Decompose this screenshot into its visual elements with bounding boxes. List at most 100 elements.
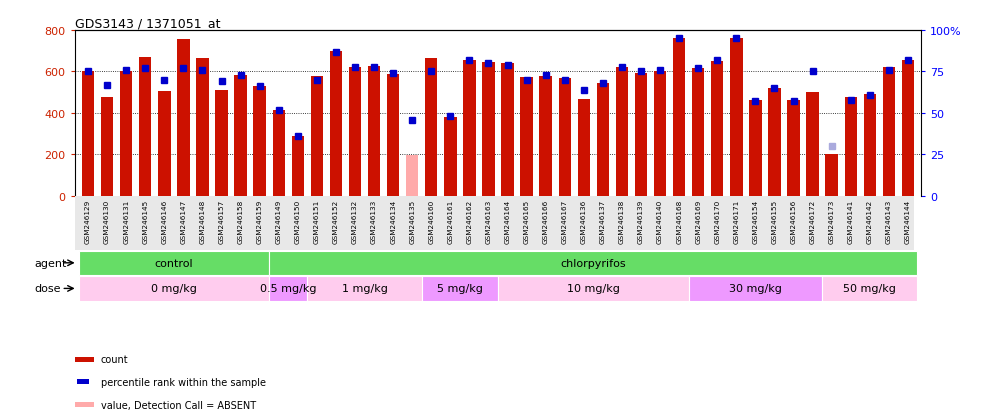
Bar [901,61,914,196]
Bar [196,59,208,196]
Text: GSM246169: GSM246169 [695,199,701,243]
Text: 5 mg/kg: 5 mg/kg [437,284,483,294]
Bar [234,76,247,196]
Bar [158,92,170,196]
Text: GSM246134: GSM246134 [390,199,396,243]
Text: GSM246148: GSM246148 [199,199,205,243]
Text: GSM246141: GSM246141 [848,199,854,243]
Text: 30 mg/kg: 30 mg/kg [729,284,782,294]
Text: 50 mg/kg: 50 mg/kg [844,284,896,294]
Bar [822,276,917,301]
Text: count: count [101,354,128,364]
Text: GSM246156: GSM246156 [791,199,797,243]
Text: agent: agent [35,258,67,268]
Text: GSM246166: GSM246166 [543,199,549,243]
Bar [177,40,189,196]
Text: GSM246150: GSM246150 [295,199,301,243]
Bar [501,64,514,196]
Bar [386,74,399,196]
Bar [482,63,495,196]
Bar [79,276,269,301]
Bar [845,98,857,196]
Text: control: control [154,258,193,268]
Bar [292,136,304,196]
Bar [730,39,743,196]
Bar [82,72,95,196]
Bar [463,61,476,196]
Text: chlorpyrifos: chlorpyrifos [561,258,626,268]
Text: GSM246152: GSM246152 [333,199,339,243]
Text: GSM246136: GSM246136 [581,199,587,243]
Text: GSM246168: GSM246168 [676,199,682,243]
Text: GDS3143 / 1371051_at: GDS3143 / 1371051_at [75,17,220,30]
Bar [215,91,228,196]
Text: dose: dose [35,284,61,294]
Bar [368,67,380,196]
Bar [559,78,571,196]
Bar [273,111,285,196]
Text: GSM246173: GSM246173 [829,199,835,243]
Bar [520,78,533,196]
Text: GSM246161: GSM246161 [447,199,453,243]
Text: 0 mg/kg: 0 mg/kg [151,284,197,294]
Bar [597,84,610,196]
Bar [253,87,266,196]
Bar [308,276,421,301]
Bar [807,93,819,196]
Text: GSM246154: GSM246154 [752,199,758,243]
Text: GSM246147: GSM246147 [180,199,186,243]
Text: GSM246143: GSM246143 [885,199,891,243]
Bar [864,95,876,196]
Text: GSM246158: GSM246158 [238,199,244,243]
Text: GSM246163: GSM246163 [485,199,491,243]
Bar [826,155,838,196]
Bar [79,251,269,275]
Bar [269,276,308,301]
Bar [349,68,362,196]
Text: GSM246145: GSM246145 [142,199,148,243]
Bar [882,68,895,196]
Text: GSM246132: GSM246132 [352,199,358,243]
Text: GSM246149: GSM246149 [276,199,282,243]
Bar [120,72,132,196]
Text: GSM246146: GSM246146 [161,199,167,243]
Text: GSM246162: GSM246162 [466,199,472,243]
Text: GSM246135: GSM246135 [409,199,415,243]
Text: GSM246133: GSM246133 [372,199,377,243]
Text: GSM246165: GSM246165 [524,199,530,243]
Bar [269,251,917,275]
Text: GSM246144: GSM246144 [905,199,911,243]
Text: 1 mg/kg: 1 mg/kg [342,284,387,294]
Text: percentile rank within the sample: percentile rank within the sample [101,377,266,387]
Text: GSM246140: GSM246140 [657,199,663,243]
Bar [616,68,628,196]
Bar [311,76,323,196]
Text: GSM246131: GSM246131 [124,199,129,243]
Text: GSM246130: GSM246130 [105,199,111,243]
Bar [139,58,151,196]
Bar [768,89,781,196]
Bar [654,72,666,196]
Text: GSM246139: GSM246139 [638,199,644,243]
Text: GSM246155: GSM246155 [772,199,778,243]
Bar [421,276,498,301]
Bar [711,62,723,196]
Text: GSM246170: GSM246170 [714,199,720,243]
Text: GSM246164: GSM246164 [505,199,511,243]
Text: GSM246137: GSM246137 [600,199,606,243]
Text: GSM246151: GSM246151 [314,199,320,243]
Text: GSM246171: GSM246171 [733,199,739,243]
Text: GSM246167: GSM246167 [562,199,568,243]
Text: GSM246157: GSM246157 [218,199,224,243]
Bar [406,156,418,196]
Bar [101,98,114,196]
Bar [578,100,590,196]
Bar [444,118,456,196]
Text: 10 mg/kg: 10 mg/kg [567,284,620,294]
Text: 0.5 mg/kg: 0.5 mg/kg [260,284,317,294]
Text: GSM246142: GSM246142 [867,199,872,243]
Text: GSM246172: GSM246172 [810,199,816,243]
Text: GSM246129: GSM246129 [85,199,91,243]
Bar [540,76,552,196]
Bar [425,59,437,196]
